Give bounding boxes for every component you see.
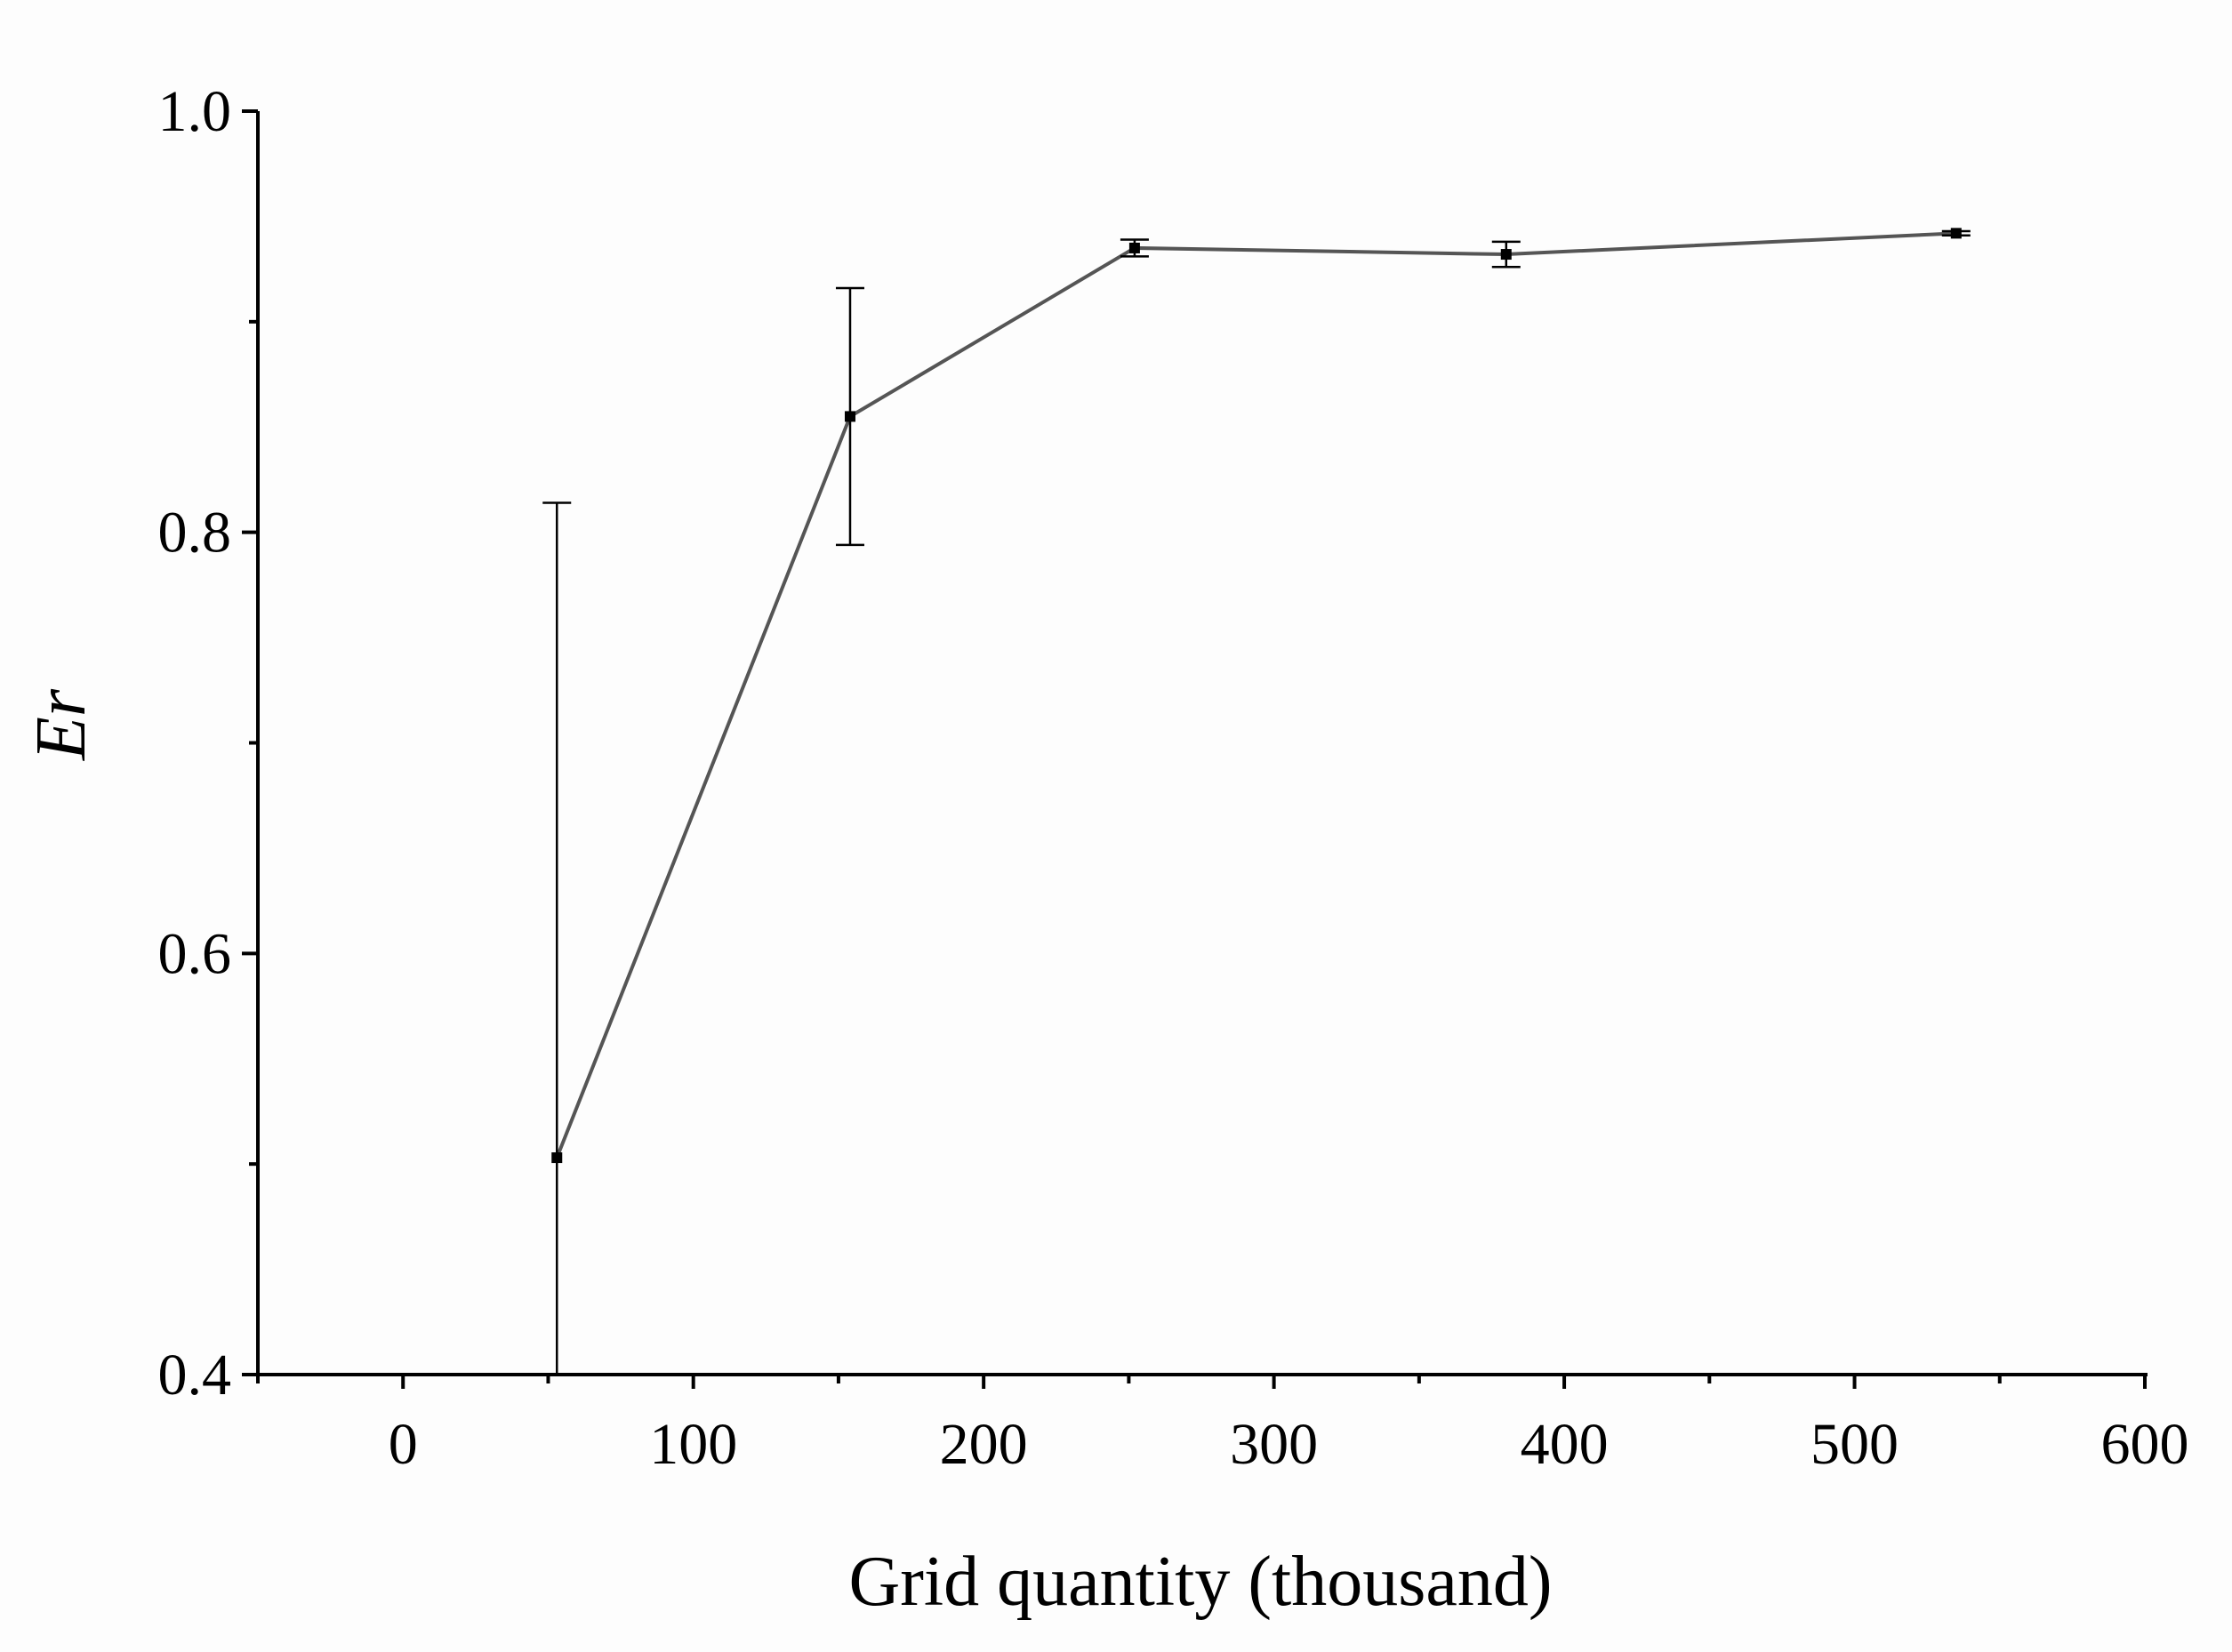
x-tick-label: 400 xyxy=(1521,1412,1609,1477)
y-ticks: 0.4 0.6 0.8 1.0 xyxy=(158,79,258,1407)
data-point xyxy=(1500,249,1512,261)
x-tick-label: 300 xyxy=(1230,1412,1318,1477)
x-ticks: 0 100 200 300 400 500 600 xyxy=(256,1375,2189,1477)
x-tick-label: 100 xyxy=(649,1412,737,1477)
y-tick-label: 0.8 xyxy=(158,501,232,565)
series-line xyxy=(555,231,1956,1159)
plot-area: 0 100 200 300 400 500 600 0.4 0.6 0.8 1.0 xyxy=(158,79,2189,1477)
y-tick-label: 1.0 xyxy=(158,79,232,144)
data-point xyxy=(551,1152,563,1164)
x-axis-title: Grid quantity (thousand) xyxy=(849,1543,1553,1621)
data-point xyxy=(1128,242,1140,253)
x-tick-label: 0 xyxy=(389,1412,418,1477)
x-tick-label: 600 xyxy=(2101,1412,2189,1477)
y-tick-label: 0.4 xyxy=(158,1343,232,1407)
x-tick-label: 500 xyxy=(1810,1412,1899,1477)
data-point xyxy=(844,411,855,422)
series-layer xyxy=(542,228,1971,1375)
y-tick-label: 0.6 xyxy=(158,921,232,986)
data-point xyxy=(1950,228,1962,239)
y-axis-title: Er xyxy=(22,688,100,761)
x-tick-label: 200 xyxy=(940,1412,1028,1477)
